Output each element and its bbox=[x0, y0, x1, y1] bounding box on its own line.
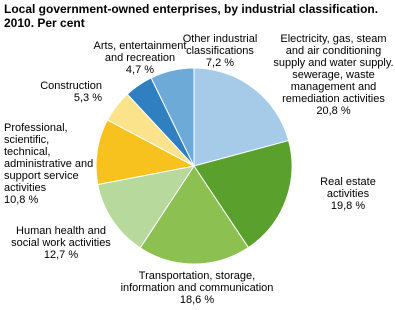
value-label: 19,8 % bbox=[330, 200, 366, 212]
pie-slice bbox=[139, 165, 250, 265]
value-label: 10,8 % bbox=[4, 194, 39, 206]
value-label: 12,7 % bbox=[43, 249, 79, 261]
pie-slice bbox=[193, 67, 290, 167]
category-label: Arts, entertainment and recreation bbox=[93, 40, 187, 64]
value-label: 18,6 % bbox=[179, 294, 215, 306]
value-label: 5,3 % bbox=[73, 92, 102, 104]
chart-subtitle: 2010. Per cent bbox=[4, 16, 85, 30]
category-label: Electricity, gas, steam and air conditio… bbox=[273, 33, 394, 105]
value-label: 20,8 % bbox=[316, 105, 351, 117]
slice-label: Human health and social work activities 1… bbox=[2, 225, 120, 261]
category-label: Real estate activities bbox=[320, 176, 376, 200]
slice-label: Transportation, storage, information and… bbox=[112, 270, 282, 306]
slice-label: Electricity, gas, steam and air conditio… bbox=[272, 33, 395, 117]
category-label: Construction bbox=[40, 80, 102, 92]
pie-slice bbox=[193, 139, 293, 249]
slice-label: Other industrial classifications 7,2 % bbox=[170, 33, 270, 69]
slice-label: Professional, scientific, technical, adm… bbox=[4, 122, 94, 206]
category-label: Transportation, storage, information and… bbox=[120, 270, 274, 294]
value-label: 7,2 % bbox=[205, 57, 235, 69]
slice-label: Construction 5,3 % bbox=[30, 80, 102, 104]
pie-slice bbox=[97, 165, 196, 249]
pie-slice bbox=[150, 67, 195, 167]
category-label: Other industrial classifications bbox=[182, 33, 258, 57]
category-label: Professional, scientific, technical, adm… bbox=[4, 122, 94, 194]
value-label: 4,7 % bbox=[125, 64, 155, 76]
slice-label: Arts, entertainment and recreation 4,7 % bbox=[84, 40, 196, 76]
category-label: Human health and social work activities bbox=[11, 225, 111, 249]
pie-slice bbox=[95, 119, 196, 186]
chart-title: Local government-owned enterprises, by i… bbox=[4, 2, 379, 16]
slice-label: Real estate activities 19,8 % bbox=[312, 176, 384, 212]
